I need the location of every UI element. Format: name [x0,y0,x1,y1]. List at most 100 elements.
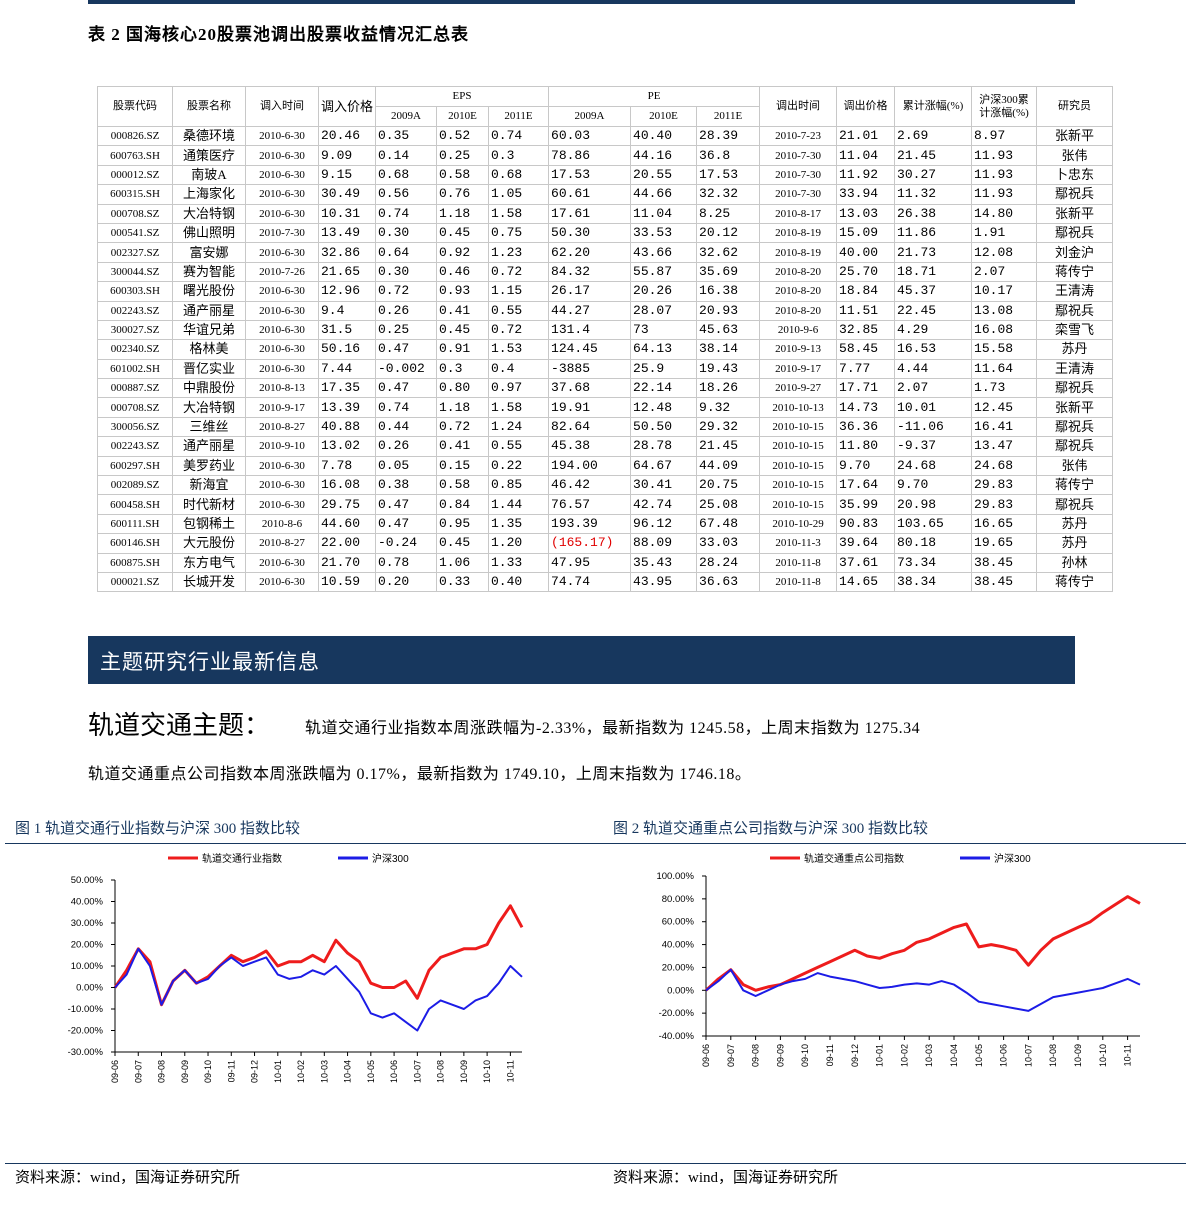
table-cell: 194.00 [548,455,632,477]
table-cell: 2010-8-19 [759,242,838,263]
table-cell: 1.23 [487,242,550,263]
table-cell: 0.47 [375,378,437,399]
table-row: 600297.SH 美罗药业 2010-6-30 7.78 0.05 0.15 0.22 19… [97,455,1114,477]
table-cell: 2010-7-30 [759,145,838,166]
y-tick-label: 20.00% [71,940,104,951]
table-cell: 0.38 [375,475,437,496]
x-tick-label: 09-09 [180,1060,190,1083]
table-cell: 13.49 [318,222,376,244]
table-cell: 2010-6-30 [245,319,319,341]
table-row: 000708.SZ 大冶特钢 2010-6-30 10.31 0.74 1.18 1.58 1… [97,203,1114,224]
table-cell: 20.98 [894,494,973,515]
table-cell: 0.75 [487,222,550,244]
x-tick-label: 10-01 [875,1044,885,1067]
table-cell: 2010-6-30 [245,184,319,205]
table-cell: 600763.SH [97,145,173,166]
x-tick-label: 10-07 [1023,1044,1033,1067]
table-cell: 15.58 [971,339,1038,360]
table-cell: 18.26 [696,378,761,399]
table-cell: 9.70 [894,475,973,496]
table-cell: 13.47 [971,436,1038,457]
table-cell: 11.80 [836,436,896,457]
table-cell: 2010-6-30 [245,300,319,321]
table-cell: 20.12 [696,222,761,244]
table-cell: 90.83 [836,513,896,535]
table-cell: 50.16 [318,339,376,360]
table-cell: 12.48 [630,397,698,418]
table-cell: 000021.SZ [97,571,173,593]
table-title: 表 2 国海核心20股票池调出股票收益情况汇总表 [88,25,469,44]
table-cell: 1.58 [487,397,550,418]
table-cell: 25.9 [630,358,698,380]
table-cell: 45.37 [894,281,973,302]
summary-table: 股票代码 股票名称 调入时间 调入价格 EPS PE 调出时间 调出价格 累计涨… [97,86,1114,593]
table-cell: 36.8 [696,145,761,166]
x-tick-label: 10-04 [343,1060,353,1083]
paragraph-text: 轨道交通重点公司指数本周涨跌幅为 0.17%，最新指数为 1749.10，上周末… [88,766,752,783]
table-cell: 大冶特钢 [172,397,246,418]
x-tick-label: 10-04 [949,1044,959,1067]
table-cell: 4.29 [894,319,973,341]
table-cell: 17.71 [836,378,896,399]
table-cell: 0.46 [436,261,489,283]
table-cell: 0.20 [375,571,437,593]
table-cell: 0.52 [436,125,489,147]
table-row: 000012.SZ 南玻A 2010-6-30 9.15 0.68 0.58 0.68 17.… [97,164,1114,186]
table-cell: 2010-6-30 [245,145,319,166]
y-tick-label: 100.00% [656,871,694,882]
table-cell: 张伟 [1036,145,1114,166]
chart-title: 图 1 轨道交通行业指数与沪深 300 指数比较 [15,819,300,837]
table-cell: 0.74 [375,203,437,224]
table-cell: 30.49 [318,184,376,205]
table-cell: 32.32 [696,184,761,205]
table-cell: 11.32 [894,184,973,205]
table-cell: 60.61 [548,184,632,205]
table-cell: 11.51 [836,300,896,321]
table-cell: 0.35 [375,125,437,147]
table-cell: 鄢祝兵 [1036,494,1114,515]
paragraph-title: 轨道交通主题： [88,711,271,740]
table-row: 300044.SZ 赛为智能 2010-7-26 21.65 0.30 0.46 0.72 8… [97,261,1114,283]
table-cell: 张新平 [1036,397,1114,418]
x-tick-label: 10-06 [999,1044,1009,1067]
table-cell: 0.30 [375,222,437,244]
table-cell: 0.91 [436,339,489,360]
table-cell: 11.92 [836,164,896,186]
table-cell: 16.53 [894,339,973,360]
table-row: 000708.SZ 大冶特钢 2010-9-17 13.39 0.74 1.18 1.58 1… [97,397,1114,418]
table-cell: 29.83 [971,475,1038,496]
table-cell: 0.3 [487,145,550,166]
table-cell: 1.05 [487,184,550,205]
table-cell: 11.86 [894,222,973,244]
table-row: 600875.SH 东方电气 2010-6-30 21.70 0.78 1.06 1.33 4… [97,552,1114,573]
table-cell: 32.85 [836,319,896,341]
table-cell: 28.39 [696,125,761,147]
table-cell: 蒋传宁 [1036,475,1114,496]
header-cell: 2011E [696,106,761,127]
y-tick-label: 0.00% [667,985,694,996]
table-cell: 4.44 [894,358,973,380]
table-cell: 1.44 [487,494,550,515]
chart-title: 图 2 轨道交通重点公司指数与沪深 300 指数比较 [613,819,928,837]
table-cell: 44.09 [696,455,761,477]
table-cell: 35.99 [836,494,896,515]
x-tick-label: 09-11 [226,1060,236,1082]
table-cell: 9.70 [836,455,896,477]
table-cell: 1.53 [487,339,550,360]
x-tick-label: 10-02 [296,1060,306,1083]
header-cell: 调入价格 [318,86,376,127]
section-bar [88,636,1075,684]
y-tick-label: 60.00% [662,917,695,928]
chart-source: 资料来源：wind，国海证券研究所 [613,1169,838,1186]
section-title: 主题研究行业最新信息 [100,650,320,674]
y-tick-label: 30.00% [71,918,104,929]
y-tick-label: -30.00% [68,1047,104,1058]
table-cell: 32.62 [696,242,761,263]
table-row: 002327.SZ 富安娜 2010-6-30 32.86 0.64 0.92 1.23 62… [97,242,1114,263]
table-cell: 35.69 [696,261,761,283]
table-cell: 21.73 [894,242,973,263]
table-cell: 47.95 [548,552,632,573]
x-tick-label: 10-06 [389,1060,399,1083]
table-cell: 300027.SZ [97,319,173,341]
table-row: 300027.SZ 华谊兄弟 2010-6-30 31.5 0.25 0.45 0.72 13… [97,319,1114,341]
